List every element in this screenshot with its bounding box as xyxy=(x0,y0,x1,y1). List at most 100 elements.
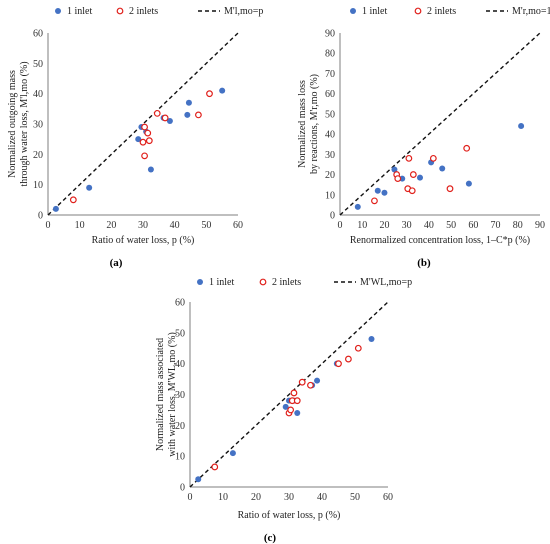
series-two-inlets xyxy=(69,90,213,204)
x-tick-label: 40 xyxy=(424,220,434,231)
y-axis-title: Normalized mass loss xyxy=(297,80,308,168)
legend: 1 inlet 2 inlets M'r,mo=1–C*p xyxy=(350,6,550,17)
legend-marker-one-inlet xyxy=(350,8,356,14)
legend: 1 inlet 2 inlets M'WL,mo=p xyxy=(197,277,412,288)
x-tick-label: 30 xyxy=(138,220,148,231)
legend-label: 1 inlet xyxy=(362,6,387,17)
reference-line xyxy=(339,32,541,216)
x-tick-label: 20 xyxy=(106,220,116,231)
data-point xyxy=(290,389,298,397)
x-axis-title: Ratio of water loss, p (%) xyxy=(238,510,341,521)
data-point xyxy=(195,476,202,483)
data-point xyxy=(518,123,525,130)
y-tick-label: 40 xyxy=(175,359,185,370)
data-point xyxy=(354,203,361,210)
data-point xyxy=(446,185,454,193)
y-tick-label: 10 xyxy=(175,452,185,463)
data-point xyxy=(298,378,306,386)
data-point xyxy=(368,336,375,342)
y-tick-label: 20 xyxy=(325,170,335,181)
y-tick-label: 60 xyxy=(175,298,185,309)
data-point xyxy=(287,406,295,414)
x-tick-label: 50 xyxy=(350,492,360,503)
x-tick-label: 90 xyxy=(535,220,545,231)
data-point xyxy=(345,355,352,363)
reference-line xyxy=(189,301,389,488)
legend-label: M'r,mo=1–C*p xyxy=(512,6,550,17)
legend-label: 2 inlets xyxy=(272,277,301,288)
data-point xyxy=(147,166,154,173)
y-tick-label: 50 xyxy=(33,59,43,70)
data-point xyxy=(139,138,147,146)
y-tick-label: 50 xyxy=(175,328,185,339)
legend-marker-one-inlet xyxy=(197,279,203,285)
legend-marker-one-inlet xyxy=(55,8,61,14)
data-point xyxy=(408,187,416,195)
y-tick-label: 10 xyxy=(33,180,43,191)
x-tick-label: 30 xyxy=(402,220,412,231)
x-tick-label: 10 xyxy=(75,220,85,231)
x-axis-title: Ratio of water loss, p (%) xyxy=(92,235,195,246)
y-tick-label: 60 xyxy=(33,29,43,40)
data-point xyxy=(184,111,191,118)
data-point xyxy=(86,184,93,191)
data-point xyxy=(405,154,413,162)
legend-marker-two-inlets xyxy=(116,7,124,15)
y-axis-title: Normalized mass associated xyxy=(155,338,166,451)
x-tick-label: 80 xyxy=(513,220,523,231)
panel-label: (a) xyxy=(110,257,123,269)
chart-panel-c: 0 10 20 30 40 50 60 0 10 20 30 40 50 60 1 inlet 2 inlet… xyxy=(155,277,412,544)
x-tick-label: 40 xyxy=(170,220,180,231)
x-tick-label: 50 xyxy=(446,220,456,231)
y-tick-label: 70 xyxy=(325,69,335,80)
panel-label: (b) xyxy=(417,257,431,269)
panel-label: (c) xyxy=(264,532,277,544)
x-tick-label: 70 xyxy=(491,220,501,231)
legend-label: 2 inlets xyxy=(427,6,456,17)
legend: 1 inlet 2 inlets M'l,mo=p xyxy=(55,6,263,17)
y-tick-label: 30 xyxy=(325,150,335,161)
y-tick-label: 50 xyxy=(325,109,335,120)
chart-panel-a: 0 10 20 30 40 50 60 0 10 20 30 40 50 60 1 inlet 2 inlet… xyxy=(7,6,263,269)
legend-label: 1 inlet xyxy=(67,6,92,17)
x-axis-title: Renormalized concentration loss, 1–C*p (… xyxy=(350,235,530,246)
data-point xyxy=(294,410,301,416)
x-tick-label: 50 xyxy=(201,220,211,231)
x-tick-label: 60 xyxy=(383,492,393,503)
data-point xyxy=(381,189,388,196)
data-point xyxy=(465,180,472,187)
series-one-inlet xyxy=(354,123,525,210)
x-tick-label: 0 xyxy=(338,220,343,231)
data-point xyxy=(335,360,342,368)
y-axis-title: with water loss, M'WL,mo (%) xyxy=(167,332,178,457)
x-tick-label: 60 xyxy=(233,220,243,231)
data-point xyxy=(374,187,381,194)
data-point xyxy=(417,174,423,181)
data-point xyxy=(282,403,289,410)
y-tick-label: 20 xyxy=(175,421,185,432)
data-point xyxy=(371,197,378,205)
x-tick-label: 40 xyxy=(317,492,327,503)
series-two-inlets xyxy=(371,144,471,205)
y-tick-label: 0 xyxy=(330,211,335,222)
data-point xyxy=(145,137,153,145)
data-point xyxy=(293,397,301,405)
y-tick-label: 20 xyxy=(33,150,43,161)
data-point xyxy=(195,111,202,119)
y-tick-label: 30 xyxy=(175,390,185,401)
y-tick-label: 10 xyxy=(325,190,335,201)
y-tick-label: 90 xyxy=(325,29,335,40)
y-axis-title: through water loss, M'l,mo (%) xyxy=(19,61,30,186)
x-tick-label: 0 xyxy=(46,220,51,231)
y-axis-title: Normalized outgoing mass xyxy=(7,70,18,178)
data-point xyxy=(229,450,236,457)
data-point xyxy=(391,166,398,173)
x-tick-label: 20 xyxy=(251,492,261,503)
x-tick-label: 10 xyxy=(218,492,228,503)
data-point xyxy=(185,99,192,106)
series-two-inlets xyxy=(211,344,362,471)
y-axis-title: by reactions, M'r,mo (%) xyxy=(309,74,320,174)
legend-label: 1 inlet xyxy=(209,277,234,288)
legend-marker-two-inlets xyxy=(259,278,267,286)
data-point xyxy=(135,136,142,143)
